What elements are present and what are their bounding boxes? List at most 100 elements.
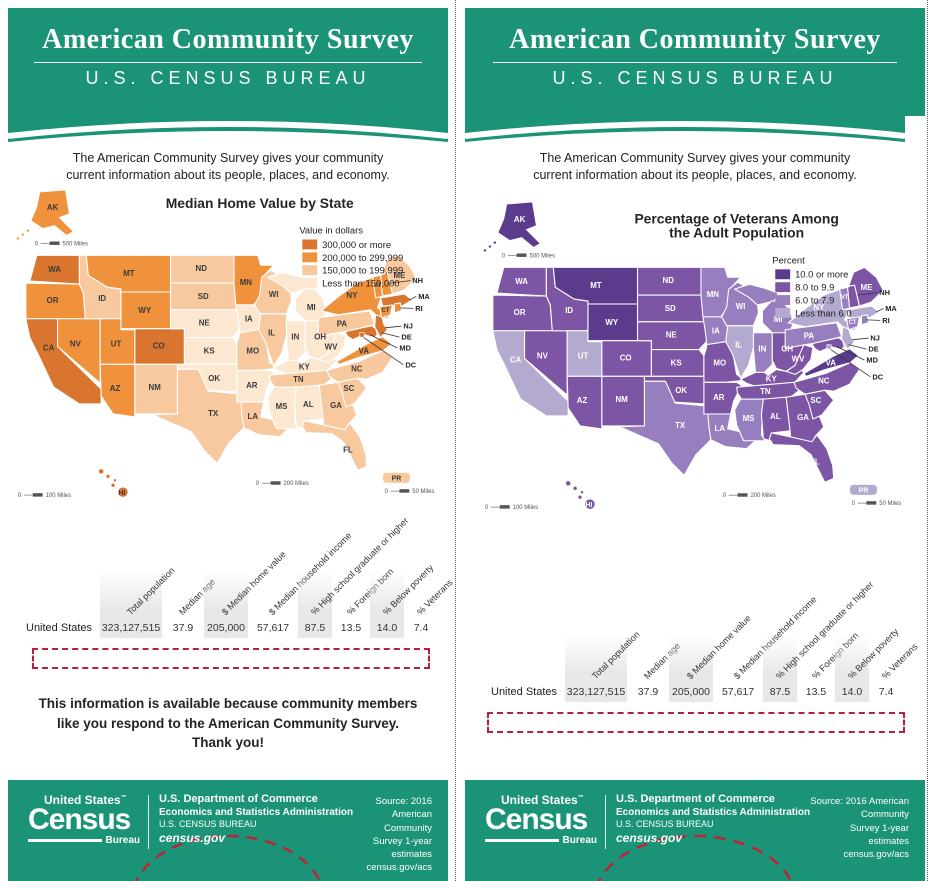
state-label-ND: ND bbox=[663, 276, 675, 285]
state-label-TN: TN bbox=[760, 387, 771, 396]
table-value-cell: 37.9 bbox=[172, 622, 194, 634]
state-label-AK: AK bbox=[514, 215, 526, 224]
legend-swatch bbox=[775, 282, 791, 293]
state-label-NC: NC bbox=[351, 364, 363, 373]
state-IL bbox=[258, 313, 288, 367]
svg-text:50 Miles: 50 Miles bbox=[879, 501, 901, 507]
state-label-CO: CO bbox=[620, 353, 632, 362]
state-label-IA: IA bbox=[712, 327, 720, 336]
state-label-UT: UT bbox=[578, 352, 589, 361]
state-label-PA: PA bbox=[337, 320, 348, 329]
panel-veterans: American Community Survey U.S. CENSUS BU… bbox=[465, 8, 925, 881]
state-label-IL: IL bbox=[268, 329, 275, 338]
state-label-HI: HI bbox=[586, 502, 593, 509]
legend-swatch bbox=[302, 239, 318, 250]
svg-text:100 Miles: 100 Miles bbox=[46, 493, 71, 499]
svg-text:500 Miles: 500 Miles bbox=[63, 241, 88, 247]
state-label-NC: NC bbox=[818, 376, 830, 385]
svg-text:200 Miles: 200 Miles bbox=[283, 481, 308, 487]
banner-rule bbox=[492, 62, 898, 63]
table-value-cell: 7.4 bbox=[413, 622, 429, 634]
logo-rule bbox=[28, 838, 102, 842]
state-label-ME: ME bbox=[393, 271, 405, 280]
census-bureau-logo: United States™ Census Bureau bbox=[485, 793, 597, 846]
state-AZ bbox=[566, 375, 603, 430]
cut-guide-line-center bbox=[455, 0, 456, 881]
state-RI bbox=[393, 302, 402, 314]
state-FL bbox=[301, 420, 368, 471]
state-label-OK: OK bbox=[208, 374, 220, 383]
logo-rule bbox=[485, 838, 559, 842]
table-column-stripe bbox=[835, 636, 869, 702]
banner-title: American Community Survey bbox=[509, 24, 881, 55]
state-label-WY: WY bbox=[138, 306, 151, 315]
legend-swatch bbox=[775, 269, 791, 280]
legend-label: Less than 150,000 bbox=[322, 278, 399, 289]
thank-you-message: This information is available because co… bbox=[38, 696, 418, 751]
state-label-MN: MN bbox=[707, 290, 720, 299]
state-label-WI: WI bbox=[269, 290, 279, 299]
state-label-CA: CA bbox=[510, 355, 522, 364]
legend-label: 10.0 or more bbox=[795, 269, 848, 280]
state-WV bbox=[318, 332, 347, 363]
state-PR bbox=[382, 471, 411, 484]
state-NY bbox=[320, 276, 392, 320]
state-callout-RI: RI bbox=[882, 316, 889, 325]
footer-dashed-arc bbox=[135, 834, 321, 881]
table-value-cell: 87.5 bbox=[769, 686, 791, 698]
state-label-NE: NE bbox=[199, 319, 210, 328]
svg-text:50 Miles: 50 Miles bbox=[412, 489, 434, 495]
state-label-LA: LA bbox=[247, 412, 258, 421]
table-value-cell: 205,000 bbox=[672, 686, 710, 698]
state-label-NM: NM bbox=[616, 395, 629, 404]
state-callout-MD: MD bbox=[399, 343, 411, 352]
state-label-KY: KY bbox=[766, 374, 778, 383]
state-label-SD: SD bbox=[198, 292, 209, 301]
footer-divider bbox=[148, 795, 149, 849]
state-DC bbox=[359, 332, 365, 338]
state-label-CO: CO bbox=[153, 341, 165, 350]
state-label-CA: CA bbox=[43, 343, 55, 352]
source-block: Source: 2016 American Community Survey 1… bbox=[353, 793, 432, 875]
legend-swatch bbox=[775, 307, 791, 318]
state-label-HI: HI bbox=[119, 490, 126, 497]
state-label-MS: MS bbox=[743, 414, 755, 423]
state-callout-NH: NH bbox=[412, 276, 423, 285]
table-column-stripe bbox=[565, 636, 627, 702]
table-column-stripe bbox=[298, 572, 332, 638]
state-callout-DE: DE bbox=[401, 333, 411, 342]
state-label-AL: AL bbox=[303, 400, 314, 409]
state-label-UT: UT bbox=[111, 340, 122, 349]
state-callout-NJ: NJ bbox=[870, 334, 880, 343]
table-row-label: United States bbox=[26, 622, 93, 634]
state-AR bbox=[703, 381, 743, 415]
state-label-AL: AL bbox=[770, 412, 781, 421]
svg-text:200 Miles: 200 Miles bbox=[750, 493, 775, 499]
state-label-AR: AR bbox=[246, 381, 258, 390]
state-label-TN: TN bbox=[293, 375, 304, 384]
svg-text:0: 0 bbox=[18, 493, 22, 499]
state-HI bbox=[580, 490, 584, 495]
acs-url: census.gov/acs bbox=[843, 849, 909, 861]
state-label-ID: ID bbox=[565, 306, 573, 315]
state-callout-DE: DE bbox=[868, 345, 878, 354]
state-DC bbox=[826, 344, 832, 350]
panel-median-home-value: American Community Survey U.S. CENSUS BU… bbox=[8, 8, 455, 881]
state-HI bbox=[113, 478, 117, 483]
state-label-TX: TX bbox=[675, 421, 686, 430]
state-label-IN: IN bbox=[758, 345, 766, 354]
stats-table: United States Total population 323,127,515… bbox=[491, 579, 920, 708]
map-title: Percentage of Veterans Among bbox=[634, 211, 838, 227]
svg-text:0: 0 bbox=[485, 505, 489, 511]
state-label-KS: KS bbox=[671, 358, 682, 367]
state-label-VA: VA bbox=[359, 346, 370, 355]
table-value-cell: 57,617 bbox=[256, 622, 290, 634]
us-choropleth-map-veterans: WA OR CA NV ID UT AZ MT WY CO NM ND SD NE KS OK TX MN IA MO… bbox=[483, 201, 901, 511]
banner-subtitle: U.S. CENSUS BUREAU bbox=[552, 68, 838, 88]
state-callout-NJ: NJ bbox=[403, 322, 413, 331]
state-TX bbox=[152, 368, 245, 464]
state-AK bbox=[30, 189, 75, 237]
state-label-VT: VT bbox=[841, 295, 849, 301]
state-label-MT: MT bbox=[590, 281, 602, 290]
state-label-MT: MT bbox=[123, 269, 135, 278]
